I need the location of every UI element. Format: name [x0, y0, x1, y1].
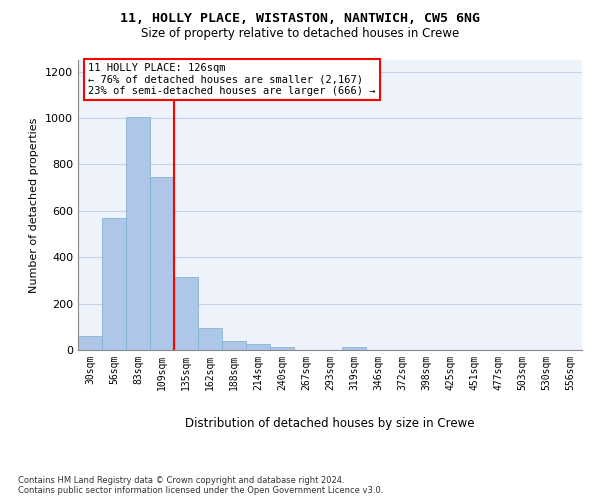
- Bar: [199, 328, 221, 350]
- Bar: [343, 347, 365, 350]
- Text: Distribution of detached houses by size in Crewe: Distribution of detached houses by size …: [185, 418, 475, 430]
- Y-axis label: Number of detached properties: Number of detached properties: [29, 118, 40, 292]
- Bar: [271, 347, 293, 350]
- Text: 11 HOLLY PLACE: 126sqm
← 76% of detached houses are smaller (2,167)
23% of semi-: 11 HOLLY PLACE: 126sqm ← 76% of detached…: [88, 63, 376, 96]
- Bar: [151, 177, 173, 350]
- Bar: [103, 218, 125, 350]
- Text: Contains HM Land Registry data © Crown copyright and database right 2024.
Contai: Contains HM Land Registry data © Crown c…: [18, 476, 383, 495]
- Bar: [79, 336, 101, 350]
- Bar: [127, 117, 149, 350]
- Bar: [223, 341, 245, 350]
- Bar: [175, 277, 197, 350]
- Bar: [247, 344, 269, 350]
- Text: 11, HOLLY PLACE, WISTASTON, NANTWICH, CW5 6NG: 11, HOLLY PLACE, WISTASTON, NANTWICH, CW…: [120, 12, 480, 26]
- Text: Size of property relative to detached houses in Crewe: Size of property relative to detached ho…: [141, 28, 459, 40]
